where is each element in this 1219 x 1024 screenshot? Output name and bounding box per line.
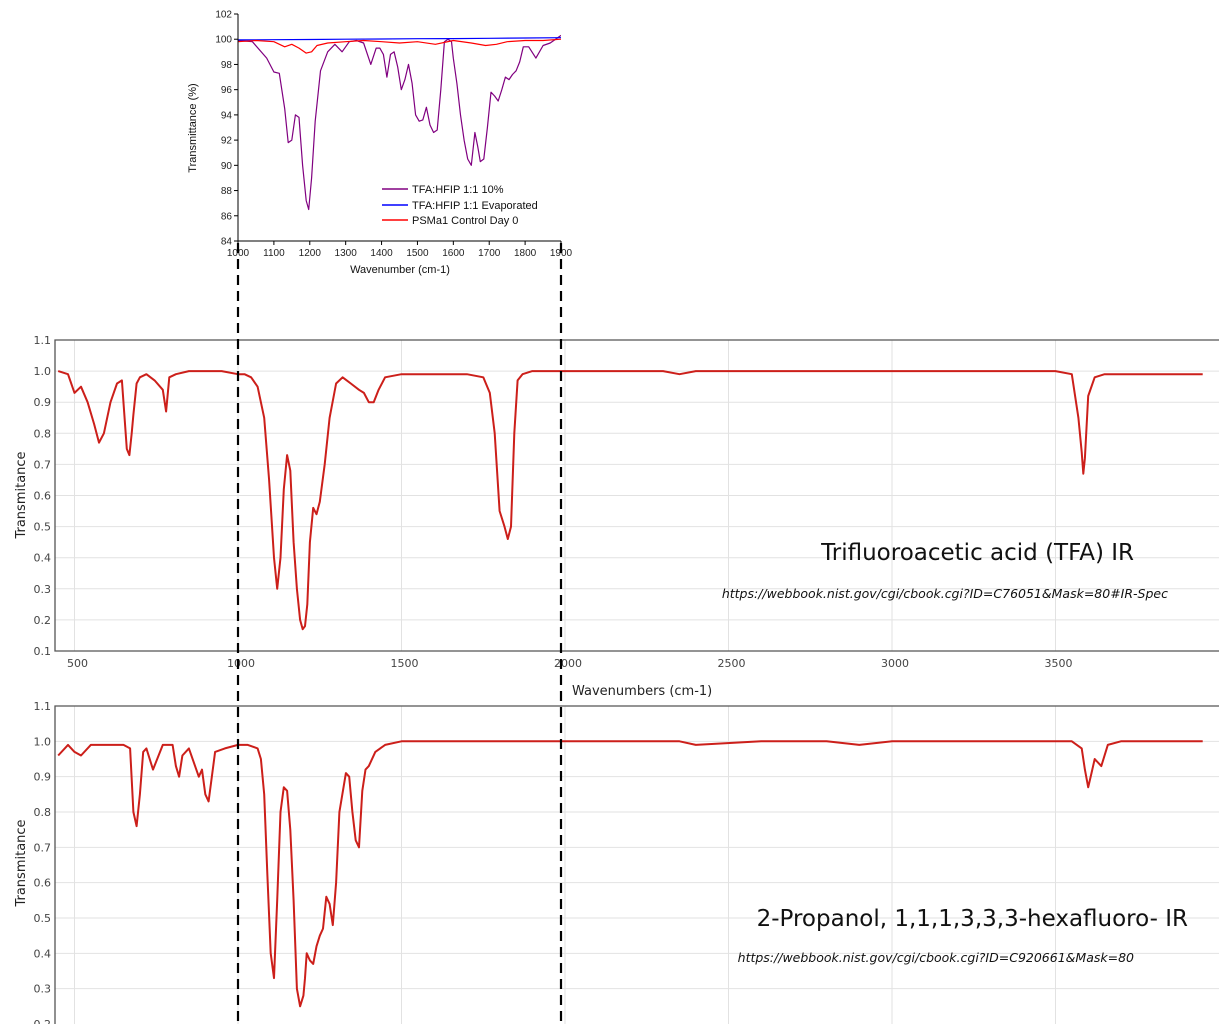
hfip-y-tick-label: 0.9	[34, 771, 52, 784]
tfa-series-group	[57, 370, 1203, 631]
hfip-y-ticks: 0.2 0.3 0.4 0.5 0.6 0.7 0.8 0.9 1.0 1.1	[34, 700, 52, 1024]
inset-x-tick-label: 1000	[227, 248, 250, 259]
hfip-y-tick-label: 0.3	[34, 983, 52, 996]
inset-y-tick-label: 88	[221, 186, 233, 197]
inset-y-tick-label: 90	[221, 161, 233, 172]
inset-x-tick-label: 1100	[263, 248, 285, 259]
inset-x-tick-label: 1300	[335, 248, 358, 259]
tfa-y-tick-label: 1.1	[34, 334, 52, 347]
tfa-x-tick-label: 3500	[1045, 657, 1073, 670]
hfip-chart-title: 2-Propanol, 1,1,1,3,3,3-hexafluoro- IR	[757, 906, 1188, 932]
inset-y-tick-label: 102	[215, 10, 232, 21]
tfa-gridlines	[55, 340, 1219, 651]
tfa-y-tick-label: 0.7	[34, 458, 52, 471]
legend-label-tfa-hfip-evaporated: TFA:HFIP 1:1 Evaporated	[412, 200, 538, 212]
tfa-y-tick-label: 1.0	[34, 365, 52, 378]
tfa-source-url: https://webbook.nist.gov/cgi/cbook.cgi?I…	[722, 586, 1168, 601]
inset-x-tick-label: 1500	[406, 248, 429, 259]
hfip-source-url: https://webbook.nist.gov/cgi/cbook.cgi?I…	[738, 950, 1134, 965]
tfa-chart-title: Trifluoroacetic acid (TFA) IR	[820, 540, 1134, 566]
inset-y-tick-label: 86	[221, 211, 233, 222]
tfa-x-tick-label: 3000	[881, 657, 909, 670]
inset-y-tick-label: 100	[215, 35, 232, 46]
inset-series-line-psma1-control-day-0	[238, 38, 561, 54]
hfip-y-tick-label: 0.7	[34, 841, 52, 854]
hfip-gridlines	[55, 706, 1219, 1024]
inset-x-axis-label: Wavenumber (cm-1)	[350, 264, 450, 276]
inset-x-ticks: 1000 1100 1200 1300 1400 1500 1600 1700 1800 1900	[227, 241, 573, 259]
tfa-y-tick-label: 0.1	[34, 645, 52, 658]
hfip-chart: 0.2 0.3 0.4 0.5 0.6 0.7 0.8 0.9 1.0 1.1 Transmita…	[14, 700, 1219, 1024]
inset-y-tick-label: 92	[221, 136, 233, 147]
legend-label-psma1-control: PSMa1 Control Day 0	[412, 215, 518, 227]
hfip-y-tick-label: 1.1	[34, 700, 52, 713]
inset-y-tick-label: 98	[221, 60, 233, 71]
hfip-series-line-spectrum	[57, 740, 1203, 1008]
inset-x-tick-label: 1800	[514, 248, 537, 259]
hfip-y-axis-label: Transmitance	[14, 819, 29, 907]
inset-y-tick-label: 96	[221, 85, 233, 96]
hfip-series-group	[57, 740, 1203, 1008]
inset-x-tick-label: 1400	[370, 248, 393, 259]
tfa-x-tick-label: 1500	[391, 657, 419, 670]
tfa-y-tick-label: 0.6	[34, 490, 52, 503]
hfip-y-tick-label: 0.8	[34, 806, 52, 819]
hfip-y-tick-label: 1.0	[34, 735, 52, 748]
inset-x-tick-label: 1200	[299, 248, 322, 259]
inset-series-group	[238, 34, 561, 211]
tfa-y-tick-label: 0.3	[34, 583, 52, 596]
tfa-x-tick-label: 2500	[718, 657, 746, 670]
tfa-x-ticks: 500 1000 1500 2000 2500 3000 3500	[67, 657, 1073, 670]
tfa-y-tick-label: 0.4	[34, 552, 52, 565]
inset-x-tick-label: 1700	[478, 248, 501, 259]
inset-x-tick-label: 1900	[550, 248, 573, 259]
legend-label-tfa-hfip-10: TFA:HFIP 1:1 10%	[412, 184, 504, 196]
tfa-x-axis-label: Wavenumbers (cm-1)	[572, 684, 712, 699]
hfip-y-tick-label: 0.4	[34, 947, 52, 960]
tfa-y-tick-label: 0.8	[34, 427, 52, 440]
tfa-y-tick-label: 0.5	[34, 521, 52, 534]
hfip-y-tick-label: 0.5	[34, 912, 52, 925]
hfip-plot-frame	[54, 705, 1219, 1024]
tfa-y-tick-label: 0.9	[34, 396, 52, 409]
tfa-y-tick-label: 0.2	[34, 614, 52, 627]
inset-legend: TFA:HFIP 1:1 10% TFA:HFIP 1:1 Evaporated…	[382, 184, 538, 227]
tfa-plot-frame	[54, 339, 1219, 652]
inset-y-ticks: 84 86 88 90 92 94 96 98 100 102	[215, 10, 238, 248]
tfa-x-tick-label: 2000	[554, 657, 582, 670]
tfa-x-tick-label: 500	[67, 657, 88, 670]
tfa-y-axis-label: Transmitance	[14, 451, 29, 539]
tfa-x-tick-label: 1000	[227, 657, 255, 670]
tfa-y-ticks: 0.1 0.2 0.3 0.4 0.5 0.6 0.7 0.8 0.9 1.0 1.1	[34, 334, 52, 658]
tfa-chart: 0.1 0.2 0.3 0.4 0.5 0.6 0.7 0.8 0.9 1.0 1.1 500 100…	[14, 334, 1219, 699]
hfip-y-tick-label: 0.2	[34, 1018, 52, 1024]
inset-series-line-tfa-hfip-1-1-evaporated	[238, 37, 561, 41]
inset-y-axis-label: Transmittance (%)	[187, 83, 199, 172]
inset-series-line-tfa-hfip-1-1-10	[238, 34, 561, 211]
tfa-series-line-spectrum	[57, 370, 1203, 631]
inset-y-tick-label: 94	[221, 110, 233, 121]
hfip-y-tick-label: 0.6	[34, 877, 52, 890]
inset-y-tick-label: 84	[221, 237, 233, 248]
inset-x-tick-label: 1600	[442, 248, 465, 259]
